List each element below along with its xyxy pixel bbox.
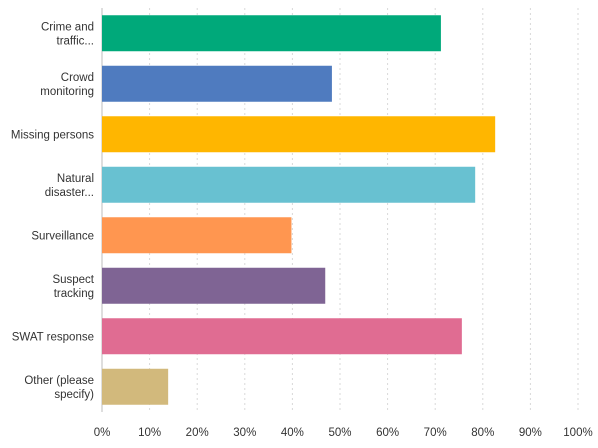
bar[interactable]	[102, 166, 476, 203]
x-tick-label: 80%	[471, 427, 494, 439]
bar-layer	[102, 15, 496, 405]
bar[interactable]	[102, 116, 496, 153]
category-label-line: SWAT response	[12, 331, 94, 343]
category-label-layer: Crime and traffic... Crowd monitoring Missin…	[11, 21, 95, 401]
x-tick-label: 30%	[233, 427, 256, 439]
bar[interactable]	[102, 65, 332, 102]
bar[interactable]	[102, 368, 169, 405]
category-label: Missing persons	[11, 129, 94, 141]
category-label-line: Crowd	[61, 72, 94, 84]
tick-label-layer: 0% 10% 20% 30% 40% 50% 60% 70% 80% 90% 100%	[94, 427, 593, 439]
x-tick-label: 60%	[376, 427, 399, 439]
category-label-line: Natural	[57, 173, 94, 185]
category-label-line: traffic...	[57, 35, 95, 47]
bar[interactable]	[102, 217, 292, 254]
x-tick-label: 10%	[138, 427, 161, 439]
category-label: Crime and traffic...	[41, 21, 94, 47]
category-label-line: Surveillance	[31, 230, 94, 242]
x-tick-label: 70%	[424, 427, 447, 439]
category-label-line: Suspect	[52, 274, 94, 286]
x-tick-label: 100%	[563, 427, 592, 439]
category-label-line: Crime and	[41, 21, 94, 33]
x-tick-label: 50%	[328, 427, 351, 439]
category-label: Crowd monitoring	[40, 72, 94, 98]
category-label-line: specify)	[54, 389, 94, 401]
x-tick-label: 40%	[281, 427, 304, 439]
category-label: Natural disaster...	[45, 173, 94, 199]
bar[interactable]	[102, 318, 462, 355]
category-label-line: Other (please	[24, 375, 94, 387]
category-label: SWAT response	[12, 331, 94, 343]
category-label: Surveillance	[31, 230, 94, 242]
category-label: Other (please specify)	[24, 375, 94, 401]
category-label: Suspect tracking	[52, 274, 94, 300]
category-label-line: monitoring	[40, 86, 94, 98]
category-label-line: disaster...	[45, 187, 94, 199]
bar[interactable]	[102, 267, 326, 304]
x-tick-label: 0%	[94, 427, 111, 439]
bar[interactable]	[102, 15, 441, 52]
x-tick-label: 90%	[519, 427, 542, 439]
x-tick-label: 20%	[186, 427, 209, 439]
category-label-line: tracking	[54, 288, 94, 300]
category-label-line: Missing persons	[11, 129, 94, 141]
